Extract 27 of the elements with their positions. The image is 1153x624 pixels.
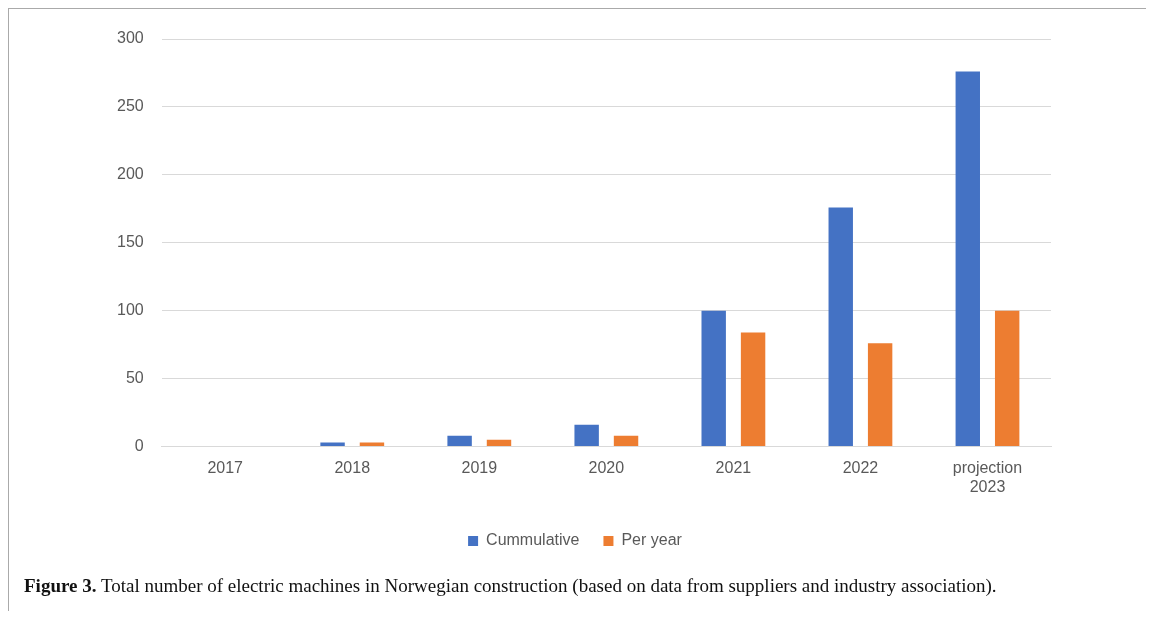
caption: Figure 3. Total number of electric machines in Norwegian construction (based on data from suppliers and industry association). bbox=[24, 575, 997, 596]
bar bbox=[574, 424, 599, 447]
x-tick-label: 2022 bbox=[842, 458, 879, 476]
x-tick-label: 2018 bbox=[334, 458, 371, 476]
bar bbox=[613, 435, 639, 447]
bar bbox=[867, 343, 893, 447]
y-tick-label: 250 bbox=[116, 97, 144, 115]
legend-label: Per year bbox=[621, 531, 683, 549]
y-tick-label: 150 bbox=[116, 233, 144, 251]
x-tick-label: 2019 bbox=[461, 458, 498, 476]
bar bbox=[828, 207, 853, 447]
y-tick-label: 50 bbox=[125, 369, 144, 387]
x-tick-label: 2020 bbox=[588, 458, 625, 476]
x-tick-label: 2017 bbox=[207, 458, 244, 476]
bar bbox=[701, 310, 726, 447]
x-tick-label: projection 2023 bbox=[952, 458, 1023, 495]
y-tick-label: 100 bbox=[116, 301, 144, 319]
bar bbox=[447, 435, 472, 447]
y-tick-label: 0 bbox=[134, 437, 144, 455]
bar bbox=[955, 71, 980, 447]
bar bbox=[994, 310, 1020, 447]
legend-label: Cummulative bbox=[486, 531, 580, 549]
y-tick-label: 200 bbox=[116, 165, 144, 183]
y-tick-label: 300 bbox=[116, 29, 144, 47]
x-tick-label: 2021 bbox=[715, 458, 752, 476]
bar bbox=[486, 439, 512, 447]
bar bbox=[740, 332, 766, 447]
